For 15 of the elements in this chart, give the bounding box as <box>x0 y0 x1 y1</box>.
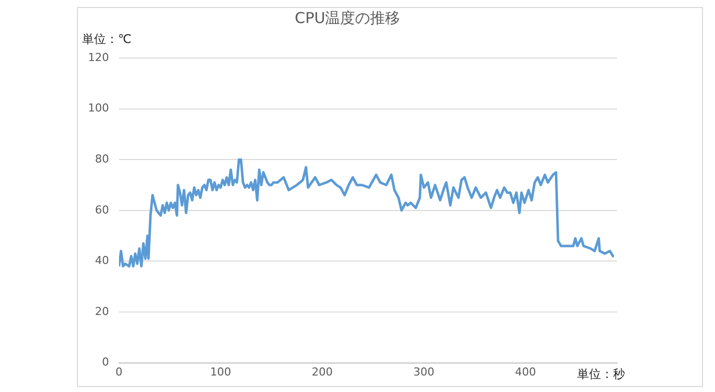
x-tick-label: 300 <box>413 365 434 378</box>
x-axis-title: 単位：秒 <box>577 366 625 381</box>
x-tick-label: 100 <box>210 365 232 378</box>
y-tick-label: 80 <box>94 152 109 166</box>
x-tick-label: 400 <box>515 365 536 378</box>
x-tick-label: 0 <box>115 365 122 378</box>
y-tick-label: 60 <box>94 203 109 216</box>
y-axis-title: 単位：℃ <box>82 32 132 46</box>
y-tick-label: 120 <box>88 50 109 64</box>
y-tick-label: 100 <box>88 102 109 115</box>
y-tick-label: 40 <box>94 254 109 268</box>
chart-title: CPU温度の推移 <box>294 8 400 27</box>
y-tick-label: 20 <box>94 304 109 318</box>
y-tick-label: 0 <box>102 356 109 369</box>
x-tick-label: 200 <box>312 365 333 378</box>
